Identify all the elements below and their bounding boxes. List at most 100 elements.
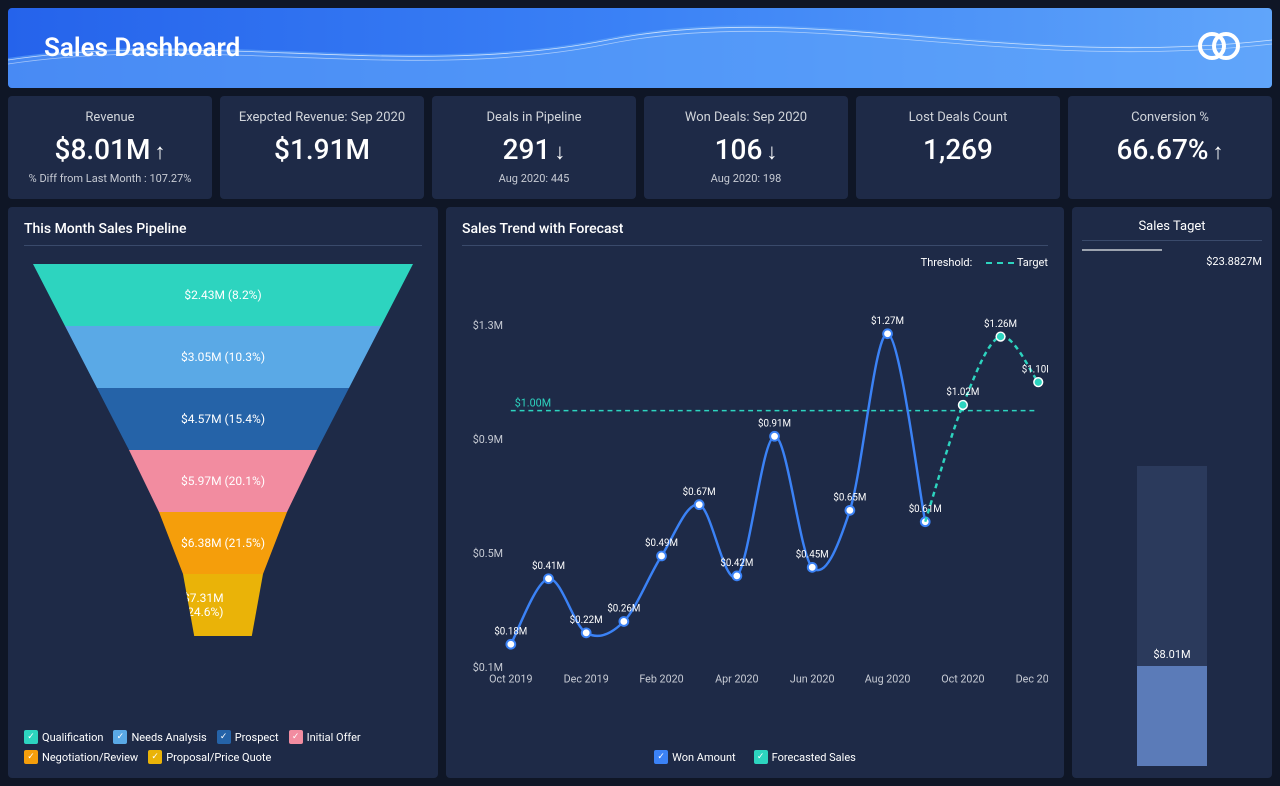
brand-logo-icon: [1194, 26, 1244, 70]
target-title: Sales Taget: [1082, 219, 1262, 241]
kpi-value: 66.67%↑: [1078, 133, 1262, 166]
svg-text:$0.61M: $0.61M: [909, 504, 942, 515]
svg-text:Dec 2020: Dec 2020: [1016, 673, 1048, 686]
legend-item[interactable]: Needs Analysis: [113, 730, 206, 744]
kpi-row: Revenue $8.01M↑ % Diff from Last Month :…: [8, 96, 1272, 199]
svg-text:$1.3M: $1.3M: [473, 319, 503, 332]
svg-text:$0.65M: $0.65M: [833, 493, 866, 504]
svg-text:$1.00M: $1.00M: [515, 397, 551, 410]
page-title: Sales Dashboard: [44, 33, 240, 63]
kpi-sub: Aug 2020: 445: [442, 172, 626, 185]
funnel-stage: $5.97M (20.1%): [129, 450, 317, 512]
legend-color-icon: [24, 750, 38, 764]
legend-label: Proposal/Price Quote: [166, 751, 271, 764]
legend-item[interactable]: Initial Offer: [289, 730, 361, 744]
legend-color-icon: [754, 750, 768, 764]
legend-item[interactable]: Forecasted Sales: [754, 750, 856, 764]
legend-label: Prospect: [235, 731, 279, 744]
funnel-legend: Qualification Needs Analysis Prospect Initi…: [24, 730, 422, 764]
svg-text:$0.41M: $0.41M: [532, 561, 565, 572]
kpi-label: Exepcted Revenue: Sep 2020: [230, 110, 414, 125]
kpi-label: Conversion %: [1078, 110, 1262, 125]
funnel-chart: $2.43M (8.2%)$3.05M (10.3%)$4.57M (15.4%…: [24, 256, 422, 722]
threshold-label: Threshold:: [921, 256, 973, 269]
kpi-card: Deals in Pipeline 291↓ Aug 2020: 445: [432, 96, 636, 199]
kpi-value: 106↓: [654, 133, 838, 166]
svg-text:$0.9M: $0.9M: [473, 433, 503, 446]
kpi-card: Lost Deals Count 1,269: [856, 96, 1060, 199]
legend-label: Negotiation/Review: [42, 751, 138, 764]
dashboard-header: Sales Dashboard: [8, 8, 1272, 88]
funnel-title: This Month Sales Pipeline: [24, 221, 422, 246]
svg-text:$0.91M: $0.91M: [758, 419, 791, 430]
svg-text:$0.49M: $0.49M: [645, 538, 678, 549]
svg-text:Feb 2020: Feb 2020: [639, 673, 683, 686]
trend-bottom-legend: Won Amount Forecasted Sales: [462, 750, 1048, 764]
funnel-stage: $3.05M (10.3%): [65, 326, 381, 388]
legend-color-icon: [217, 730, 231, 744]
target-dash-icon: [986, 262, 1014, 264]
trend-title: Sales Trend with Forecast: [462, 221, 1048, 246]
svg-text:Aug 2020: Aug 2020: [865, 673, 911, 686]
legend-color-icon: [148, 750, 162, 764]
svg-text:$1.10M: $1.10M: [1022, 364, 1048, 375]
svg-text:$0.45M: $0.45M: [796, 550, 829, 561]
legend-label: Qualification: [42, 731, 103, 744]
funnel-panel: This Month Sales Pipeline $2.43M (8.2%)$…: [8, 207, 438, 778]
funnel-stage: $2.43M (8.2%): [33, 264, 413, 326]
svg-text:Oct 2020: Oct 2020: [941, 673, 984, 686]
funnel-stage: $7.31M (24.6%): [183, 574, 263, 636]
svg-text:$0.18M: $0.18M: [494, 626, 527, 637]
trend-svg: $0.1M$0.5M$0.9M$1.3M$1.00MOct 2019Dec 20…: [462, 256, 1048, 746]
target-actual-label: $8.01M: [1137, 648, 1207, 661]
svg-text:$0.42M: $0.42M: [720, 558, 753, 569]
legend-label: Initial Offer: [307, 731, 361, 744]
target-bar: $8.01M: [1082, 276, 1262, 766]
svg-text:Apr 2020: Apr 2020: [715, 673, 758, 686]
legend-color-icon: [113, 730, 127, 744]
svg-text:$0.67M: $0.67M: [683, 487, 716, 498]
legend-item[interactable]: Proposal/Price Quote: [148, 750, 271, 764]
kpi-sub: Aug 2020: 198: [654, 172, 838, 185]
svg-text:$1.27M: $1.27M: [871, 316, 904, 327]
legend-label: Forecasted Sales: [772, 751, 856, 764]
svg-text:$0.22M: $0.22M: [570, 615, 603, 626]
legend-item[interactable]: Negotiation/Review: [24, 750, 138, 764]
kpi-label: Lost Deals Count: [866, 110, 1050, 125]
kpi-value: 291↓: [442, 133, 626, 166]
legend-item[interactable]: Won Amount: [654, 750, 736, 764]
legend-item[interactable]: Qualification: [24, 730, 103, 744]
trend-panel: Sales Trend with Forecast Threshold: Tar…: [446, 207, 1064, 778]
kpi-card: Revenue $8.01M↑ % Diff from Last Month :…: [8, 96, 212, 199]
kpi-sub: % Diff from Last Month : 107.27%: [18, 172, 202, 185]
kpi-value: $8.01M↑: [18, 133, 202, 166]
kpi-card: Conversion % 66.67%↑: [1068, 96, 1272, 199]
legend-item[interactable]: Prospect: [217, 730, 279, 744]
svg-text:$1.26M: $1.26M: [984, 319, 1017, 330]
svg-text:Jun 2020: Jun 2020: [790, 673, 835, 686]
target-goal-label: $23.8827M: [1082, 255, 1262, 268]
kpi-value: 1,269: [866, 133, 1050, 166]
kpi-card: Won Deals: Sep 2020 106↓ Aug 2020: 198: [644, 96, 848, 199]
svg-text:Oct 2019: Oct 2019: [489, 673, 532, 686]
legend-label: Needs Analysis: [131, 731, 206, 744]
legend-color-icon: [24, 730, 38, 744]
svg-text:$0.26M: $0.26M: [607, 604, 640, 615]
kpi-label: Won Deals: Sep 2020: [654, 110, 838, 125]
kpi-card: Exepcted Revenue: Sep 2020 $1.91M: [220, 96, 424, 199]
trend-chart: Threshold: Target $0.1M$0.5M$0.9M$1.3M$1…: [462, 256, 1048, 746]
funnel-stage: $6.38M (21.5%): [159, 512, 287, 574]
kpi-label: Deals in Pipeline: [442, 110, 626, 125]
svg-text:$0.5M: $0.5M: [473, 547, 503, 560]
target-legend-label: Target: [1017, 256, 1048, 269]
target-goal-line: [1082, 249, 1162, 251]
kpi-value: $1.91M: [230, 133, 414, 166]
svg-text:$1.02M: $1.02M: [946, 387, 979, 398]
kpi-label: Revenue: [18, 110, 202, 125]
legend-color-icon: [289, 730, 303, 744]
legend-color-icon: [654, 750, 668, 764]
svg-text:Dec 2019: Dec 2019: [564, 673, 609, 686]
funnel-stage: $4.57M (15.4%): [97, 388, 349, 450]
target-panel: Sales Taget $23.8827M $8.01M: [1072, 207, 1272, 778]
legend-label: Won Amount: [672, 751, 736, 764]
